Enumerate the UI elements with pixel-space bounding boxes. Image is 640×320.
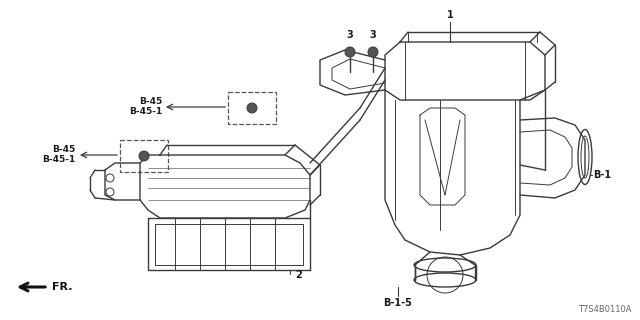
Text: B-1: B-1 (593, 170, 611, 180)
Text: B-45-1: B-45-1 (42, 156, 75, 164)
Bar (120, 140, 168, 172)
Text: B-45: B-45 (52, 146, 75, 155)
Circle shape (345, 47, 355, 57)
Circle shape (368, 47, 378, 57)
Text: B-45-1: B-45-1 (129, 108, 162, 116)
Text: B-45: B-45 (139, 98, 162, 107)
Bar (228, 92, 276, 124)
Text: T7S4B0110A: T7S4B0110A (579, 305, 632, 314)
Circle shape (139, 151, 149, 161)
Text: 3: 3 (370, 30, 376, 40)
Circle shape (247, 103, 257, 113)
Text: 1: 1 (447, 10, 453, 20)
Text: 2: 2 (295, 270, 301, 280)
Text: 3: 3 (347, 30, 353, 40)
Text: FR.: FR. (52, 282, 72, 292)
Text: B-1-5: B-1-5 (383, 298, 412, 308)
